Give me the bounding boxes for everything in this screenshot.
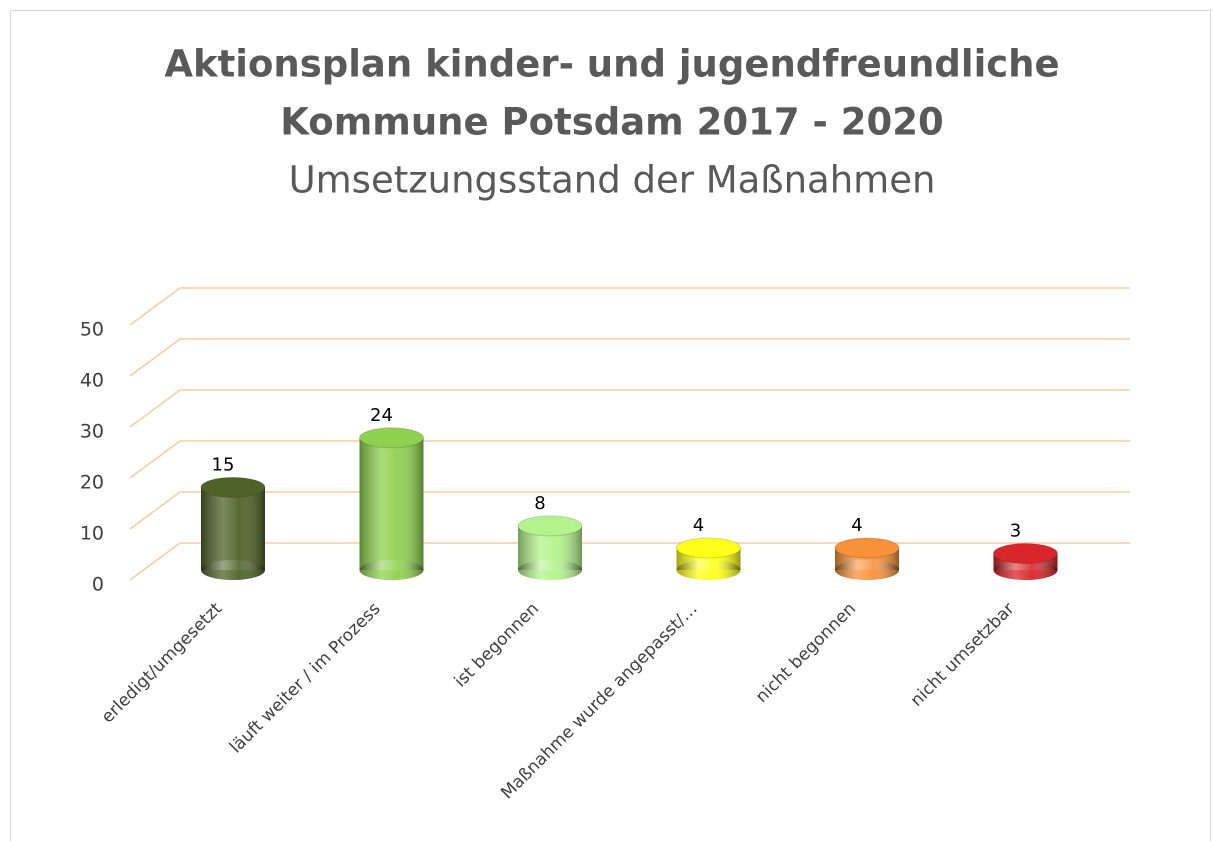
value-label: 3	[1010, 520, 1021, 541]
bar-shade	[359, 437, 424, 570]
bar-top	[517, 515, 583, 537]
grid-line	[129, 389, 1130, 428]
bar-top	[359, 427, 424, 449]
bar-shade	[201, 560, 265, 580]
chart-frame	[10, 10, 1211, 841]
grid-line	[129, 440, 1130, 479]
x-tick-label: ist begonnen	[451, 599, 544, 692]
bar-top	[834, 537, 900, 559]
grid-line	[129, 287, 1130, 326]
y-tick-label: 20	[80, 472, 104, 494]
bar-top	[993, 542, 1058, 564]
bar-shade	[359, 560, 424, 580]
chart-subtitle: Umsetzungsstand der Maßnahmen	[289, 159, 936, 202]
y-tick-label: 50	[80, 319, 104, 341]
bar-shade	[676, 560, 741, 580]
bar-shade	[993, 560, 1058, 580]
x-tick-label: Maßnahme wurde angepasst/…	[497, 599, 701, 803]
bar-top	[676, 537, 741, 559]
x-tick-label: nicht begonnen	[752, 599, 860, 707]
y-tick-label: 10	[80, 523, 104, 545]
grid-line	[129, 338, 1130, 377]
y-tick-label: 0	[92, 574, 104, 596]
y-tick-label: 40	[80, 370, 104, 392]
value-label: 15	[212, 454, 235, 475]
value-label: 4	[693, 515, 704, 536]
value-label: 8	[534, 493, 545, 514]
bar-shade	[201, 487, 265, 570]
chart-title: Aktionsplan kinder- und jugendfreundlich…	[164, 43, 1059, 86]
grid-line	[129, 542, 1130, 581]
chart-title: Kommune Potsdam 2017 - 2020	[280, 101, 943, 144]
bar-top	[200, 476, 266, 498]
value-label: 4	[851, 515, 862, 536]
x-tick-label: nicht umsetzbar	[907, 599, 1019, 711]
x-tick-label: erledigt/umgesetzt	[98, 599, 227, 728]
x-tick-label: läuft weiter / im Prozess	[226, 599, 385, 758]
bar-shade	[518, 560, 582, 580]
grid-line	[129, 491, 1130, 530]
value-label: 24	[370, 405, 393, 426]
bar-shade	[835, 560, 899, 580]
y-tick-label: 30	[80, 421, 104, 443]
